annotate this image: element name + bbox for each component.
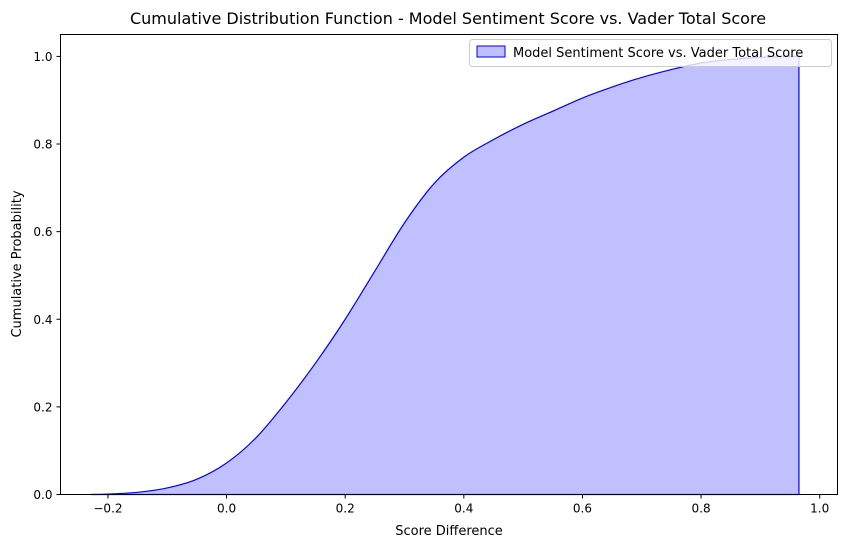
plot-area [91,55,800,496]
legend-swatch [476,45,506,58]
y-tick-label: 0.4 [33,313,52,327]
x-tick-label: 0.0 [217,502,236,516]
y-axis-label: Cumulative Probability [10,190,25,337]
y-tick-label: 0.0 [33,488,52,502]
y-tick-label: 0.2 [33,400,52,414]
x-tick-label: 0.8 [692,502,711,516]
y-tick-label: 1.0 [33,50,52,64]
chart-title: Cumulative Distribution Function - Model… [130,9,766,28]
x-axis-label: Score Difference [395,524,503,539]
legend-label: Model Sentiment Score vs. Vader Total Sc… [513,46,803,61]
legend: Model Sentiment Score vs. Vader Total Sc… [469,39,832,67]
x-tick-label: 0.4 [454,502,473,516]
x-tick-label: −0.2 [93,502,122,516]
x-tick-label: 0.6 [573,502,592,516]
x-tick-label: 1.0 [810,502,829,516]
cdf-area-fill [91,56,799,495]
y-tick-label: 0.6 [33,225,52,239]
legend-box [469,39,832,67]
x-tick-label: 0.2 [336,502,355,516]
y-axis-ticks: 0.0 0.2 0.4 0.6 0.8 1.0 [33,50,61,502]
axes-frame [60,34,838,495]
y-tick-label: 0.8 [33,138,52,152]
x-axis-ticks: −0.2 0.0 0.2 0.4 0.6 0.8 1.0 [93,494,829,516]
